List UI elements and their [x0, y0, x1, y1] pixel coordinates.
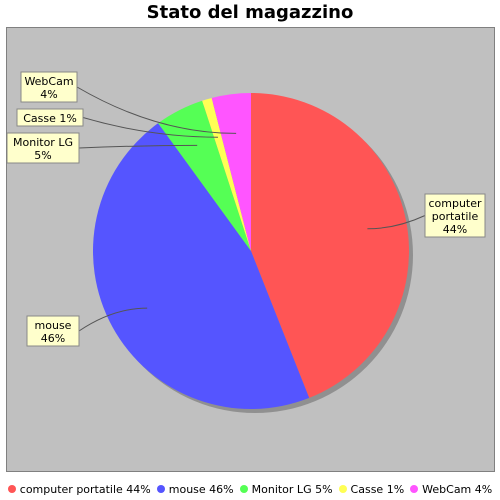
legend: computer portatile 44% mouse 46% Monitor L… [0, 480, 500, 498]
slice-label-text: 5% [34, 149, 51, 162]
legend-item: WebCam 4% [410, 483, 492, 496]
legend-swatch [156, 485, 165, 493]
legend-label: Monitor LG 5% [251, 482, 333, 496]
legend-label: WebCam 4% [422, 482, 493, 496]
slice-label: Monitor LG5% [7, 132, 80, 164]
legend-swatch [338, 485, 347, 493]
slice-label-text: portatile [432, 210, 479, 223]
plot-area: computer portatile 44% mouse 46% Monitor LG 5%… [6, 27, 495, 472]
slice-label: Casse 1% [16, 108, 84, 127]
legend-label: Casse 1% [350, 482, 405, 496]
label-connector [367, 215, 426, 230]
slice-label-text: 44% [443, 223, 467, 236]
pie-slice-computer-portatile [251, 93, 410, 398]
label-connector [76, 86, 237, 134]
legend-item: mouse 46% [156, 482, 234, 496]
pie-slice-webcam [211, 93, 251, 251]
slice-label-text: 46% [41, 332, 65, 345]
legend-item: Monitor LG 5% [239, 482, 333, 496]
legend-label: computer portatile 44% [19, 482, 151, 496]
label-connector [78, 144, 198, 149]
pie-slice-monitor-lg [158, 100, 251, 252]
legend-item: Casse 1% [338, 482, 405, 496]
legend-swatch [7, 485, 16, 493]
slice-label-text: Monitor LG [13, 136, 73, 149]
slice-label-text: 4% [40, 88, 57, 101]
chart-title: Stato del magazzino [146, 2, 354, 23]
slice-label-text: mouse [35, 319, 72, 332]
legend-item: computer portatile 44% [7, 482, 151, 496]
label-connector [78, 307, 148, 332]
pie-slice-casse [202, 97, 251, 251]
pie-slice-mouse [92, 123, 310, 410]
legend-swatch [410, 485, 419, 493]
legend-label: mouse 46% [168, 482, 234, 496]
legend-swatch [239, 485, 248, 493]
slice-label-text: computer [428, 197, 482, 210]
slice-label-text: Casse 1% [23, 112, 77, 125]
slice-label-text: WebCam [24, 75, 73, 88]
label-connector [82, 117, 218, 138]
